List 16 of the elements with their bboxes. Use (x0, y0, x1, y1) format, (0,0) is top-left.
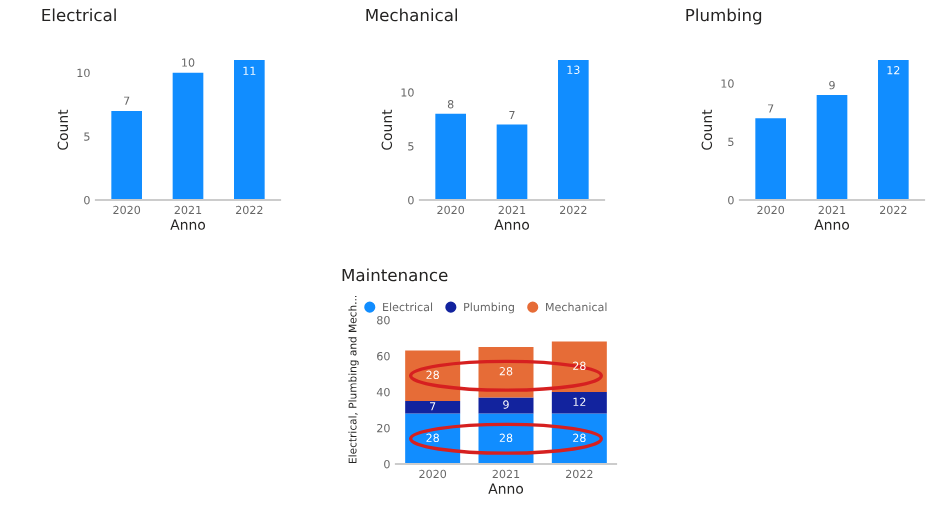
bar (111, 110, 142, 200)
bar (172, 72, 204, 200)
bar (755, 118, 786, 200)
bar (558, 60, 589, 200)
bar (405, 401, 461, 414)
bar (234, 60, 265, 200)
bar (816, 95, 848, 200)
chart-title: Electrical (42, 8, 116, 22)
chart-title: Maintenance (342, 268, 448, 282)
chart-title: Mechanical (366, 8, 458, 22)
chart-title: Plumbing (686, 8, 762, 25)
bar (478, 397, 534, 414)
bar (551, 392, 607, 414)
bar (435, 113, 466, 200)
bar (496, 124, 528, 200)
bar (878, 60, 909, 200)
